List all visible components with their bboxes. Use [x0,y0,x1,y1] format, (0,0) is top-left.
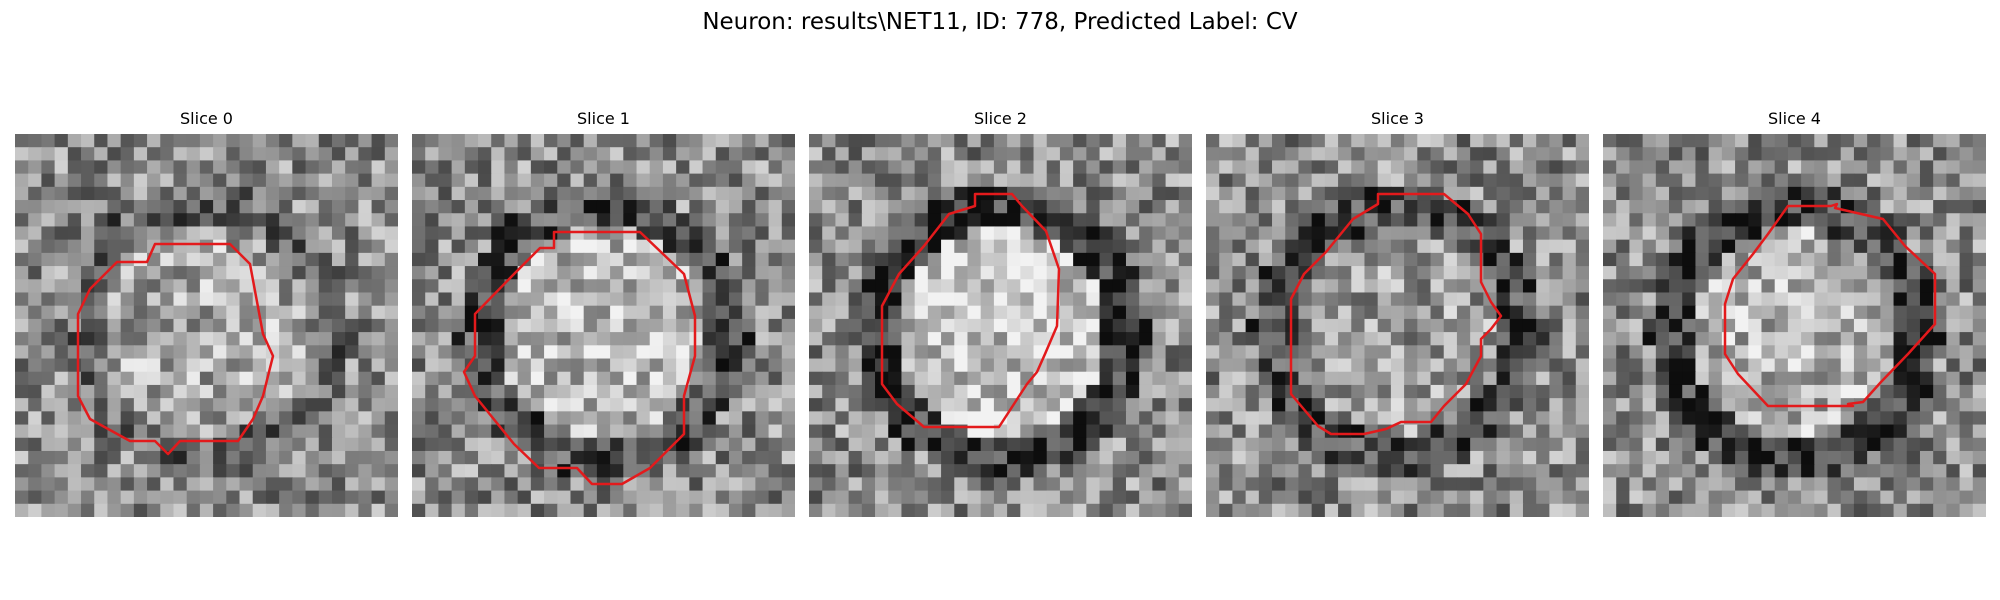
contour-outline [462,230,697,486]
figure-title: Neuron: results\NET11, ID: 778, Predicte… [702,9,1298,35]
slice-panel-4: Slice 4 [1603,108,1986,517]
slice-image-0 [15,134,398,517]
slice-title: Slice 0 [180,109,233,128]
contour-outline [1289,192,1503,436]
slice-panel-1: Slice 1 [412,108,795,517]
slice-image-3 [1206,134,1589,517]
contour-outline [1723,202,1937,408]
contour-outline [76,242,275,456]
slice-panel-0: Slice 0 [15,108,398,517]
contour-outline [880,192,1061,429]
slice-image-1 [412,134,795,517]
slice-title: Slice 3 [1371,109,1424,128]
slice-image-2 [809,134,1192,517]
slice-title: Slice 1 [577,109,630,128]
slice-title: Slice 4 [1768,109,1821,128]
slice-panel-2: Slice 2 [809,108,1192,517]
slice-image-4 [1603,134,1986,517]
slice-title: Slice 2 [974,109,1027,128]
slice-panel-3: Slice 3 [1206,108,1589,517]
